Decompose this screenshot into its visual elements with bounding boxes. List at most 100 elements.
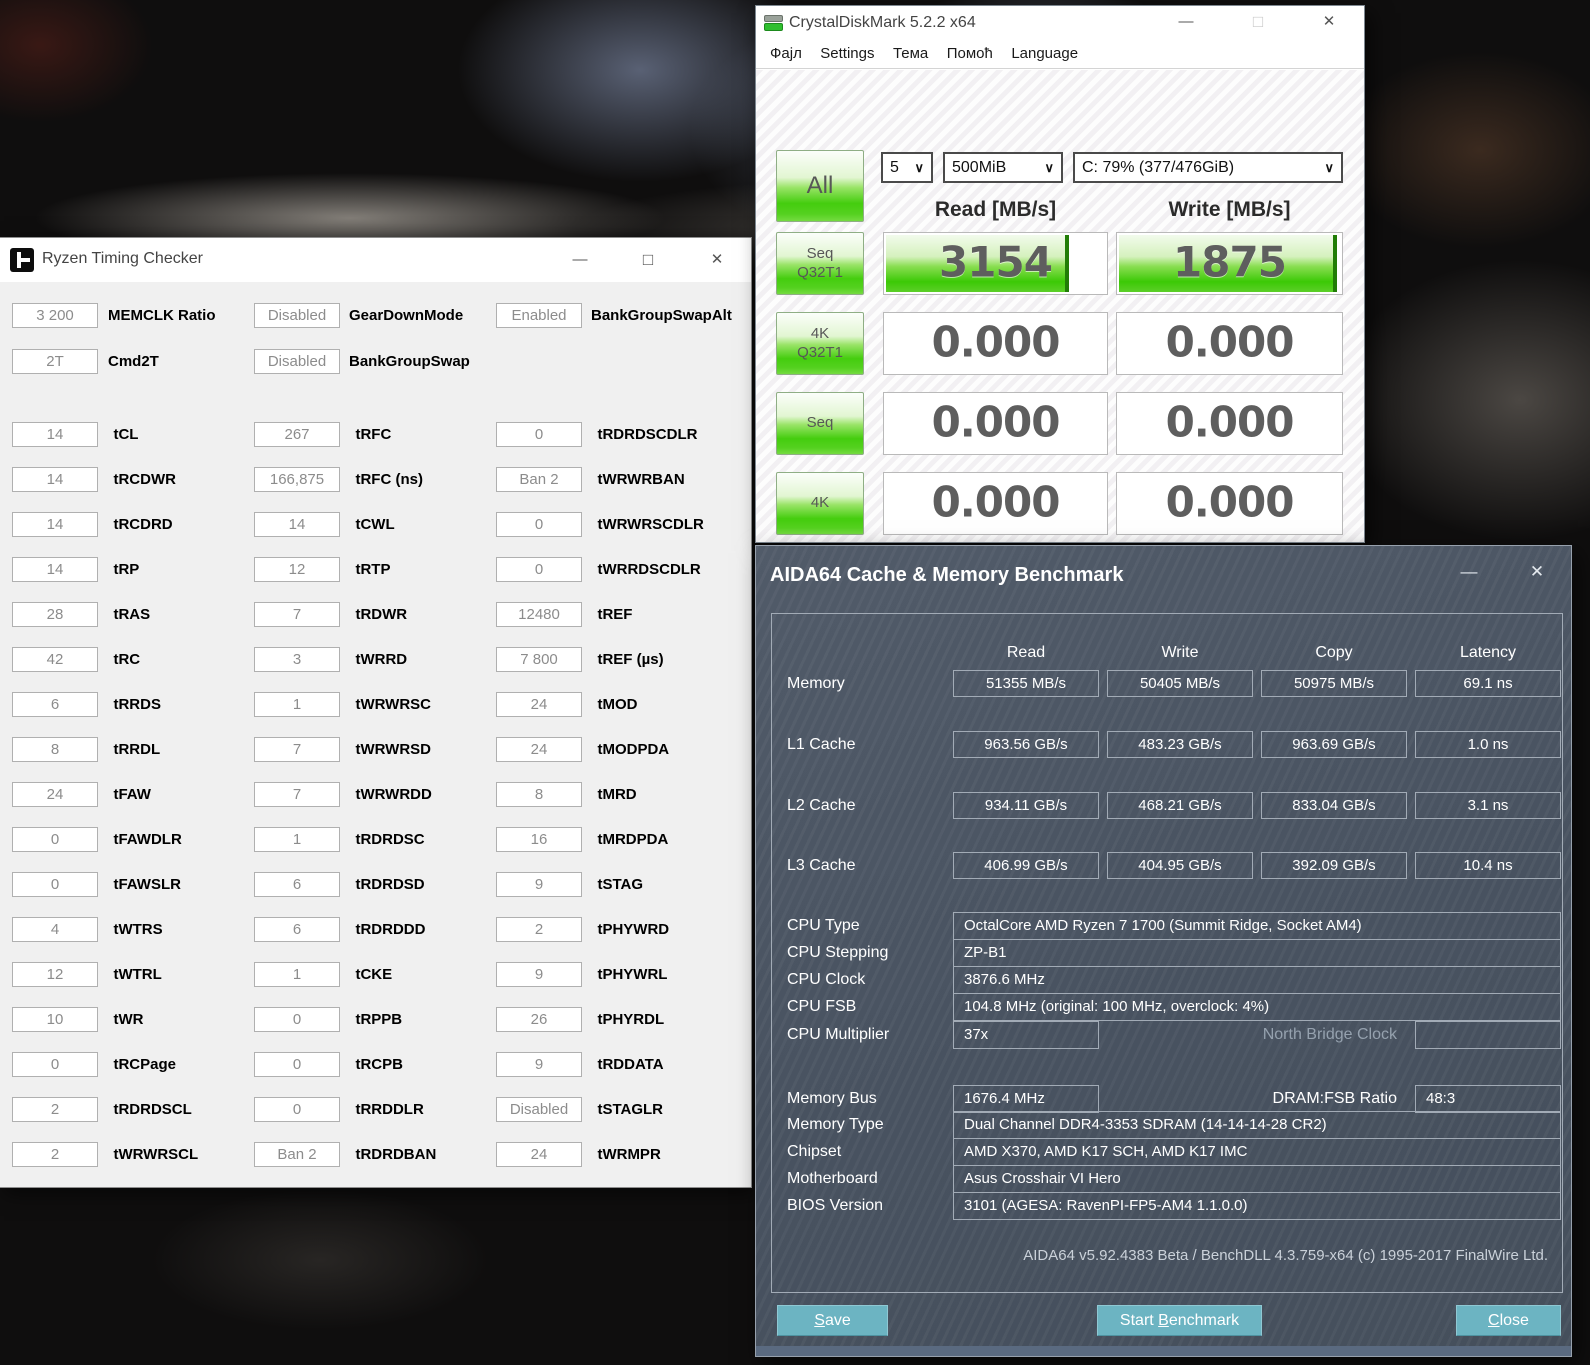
- timing-value-field[interactable]: 24: [496, 737, 582, 762]
- timing-value-field[interactable]: 0: [254, 1007, 340, 1032]
- timing-value-field[interactable]: 26: [496, 1007, 582, 1032]
- timing-row: 2 tPHYWRD: [496, 917, 704, 942]
- timing-value-field[interactable]: 9: [496, 962, 582, 987]
- rtc-window-title: Ryzen Timing Checker: [42, 250, 203, 267]
- timing-value-field[interactable]: 2: [496, 917, 582, 942]
- timing-value-field[interactable]: 24: [12, 782, 98, 807]
- timing-value-field[interactable]: 42: [12, 647, 98, 672]
- minimize-button[interactable]: —: [572, 251, 588, 268]
- bankgroupswap-label: BankGroupSwap: [349, 353, 470, 370]
- timing-row: 14 tCWL: [254, 512, 436, 537]
- close-button-bottom[interactable]: Close: [1456, 1305, 1561, 1336]
- timing-value-field[interactable]: Ban 2: [496, 467, 582, 492]
- timing-value-field[interactable]: 1: [254, 962, 340, 987]
- timing-value-field[interactable]: 166,875: [254, 467, 340, 492]
- menu-help[interactable]: Помоћ: [946, 45, 993, 62]
- timing-value-field[interactable]: 9: [496, 1052, 582, 1077]
- timing-value-field[interactable]: 7 800: [496, 647, 582, 672]
- timing-value-field[interactable]: 6: [254, 872, 340, 897]
- menu-settings[interactable]: Settings: [820, 45, 875, 62]
- timing-label: tREF: [597, 606, 633, 623]
- timing-value-field[interactable]: 7: [254, 602, 340, 627]
- timing-value-field[interactable]: Ban 2: [254, 1142, 340, 1167]
- memory-latency: 69.1 ns: [1415, 670, 1561, 697]
- geardownmode-value[interactable]: Disabled: [254, 303, 340, 328]
- timing-value-field[interactable]: 8: [496, 782, 582, 807]
- timing-value-field[interactable]: 1: [254, 692, 340, 717]
- save-button[interactable]: Save: [777, 1305, 888, 1336]
- timing-value-field[interactable]: 14: [12, 467, 98, 492]
- cdm-titlebar[interactable]: CrystalDiskMark 5.2.2 x64 — □ ✕: [756, 6, 1364, 41]
- 4k-q32t1-test-button[interactable]: 4K Q32T1: [776, 312, 864, 375]
- timing-value-field[interactable]: 0: [254, 1097, 340, 1122]
- timing-value-field[interactable]: 24: [496, 692, 582, 717]
- cmd2t-value[interactable]: 2T: [12, 349, 98, 374]
- timing-value-field[interactable]: Disabled: [496, 1097, 582, 1122]
- maximize-button[interactable]: □: [1252, 12, 1264, 31]
- rtc-titlebar[interactable]: Ryzen Timing Checker — □ ✕: [0, 238, 751, 282]
- menu-theme[interactable]: Тема: [892, 45, 929, 62]
- minimize-button[interactable]: —: [1460, 562, 1478, 581]
- memory-copy: 50975 MB/s: [1261, 670, 1407, 697]
- timing-value-field[interactable]: 0: [12, 827, 98, 852]
- timing-value-field[interactable]: 3: [254, 647, 340, 672]
- test-size-select[interactable]: 500MiB ∨: [943, 152, 1063, 183]
- timing-value-field[interactable]: 7: [254, 737, 340, 762]
- seq-test-button[interactable]: Seq: [776, 392, 864, 455]
- timing-value-field[interactable]: 24: [496, 1142, 582, 1167]
- seq-q32t1-test-button[interactable]: Seq Q32T1: [776, 232, 864, 295]
- timing-value-field[interactable]: 7: [254, 782, 340, 807]
- start-benchmark-button[interactable]: Start Benchmark: [1097, 1305, 1262, 1336]
- timing-value-field[interactable]: 2: [12, 1097, 98, 1122]
- bankgroupswap-value[interactable]: Disabled: [254, 349, 340, 374]
- timing-value-field[interactable]: 28: [12, 602, 98, 627]
- timing-value-field[interactable]: 16: [496, 827, 582, 852]
- drive-select[interactable]: C: 79% (377/476GiB) ∨: [1073, 152, 1343, 183]
- timing-value-field[interactable]: 0: [12, 872, 98, 897]
- timing-value-field[interactable]: 14: [12, 422, 98, 447]
- close-button[interactable]: ✕: [1322, 13, 1336, 30]
- timing-value-field[interactable]: 4: [12, 917, 98, 942]
- timing-value-field[interactable]: 12: [12, 962, 98, 987]
- menu-file[interactable]: Фајл: [770, 45, 802, 62]
- minimize-button[interactable]: —: [1178, 13, 1194, 30]
- timing-value-field[interactable]: 8: [12, 737, 98, 762]
- 4k-test-button[interactable]: 4K: [776, 472, 864, 535]
- timing-value-field[interactable]: 9: [496, 872, 582, 897]
- timing-value-field[interactable]: 10: [12, 1007, 98, 1032]
- timing-value-field[interactable]: 267: [254, 422, 340, 447]
- timing-value-field[interactable]: 0: [12, 1052, 98, 1077]
- close-button[interactable]: ✕: [710, 251, 724, 268]
- timing-value-field[interactable]: 0: [496, 422, 582, 447]
- timing-value-field[interactable]: 6: [12, 692, 98, 717]
- info-label: CPU FSB: [787, 998, 857, 1015]
- timing-value-field[interactable]: 14: [254, 512, 340, 537]
- seq-q32t1-read-cell: 3154: [883, 232, 1108, 295]
- timing-value-field[interactable]: 14: [12, 557, 98, 582]
- timing-value-field[interactable]: 6: [254, 917, 340, 942]
- north-bridge-clock-value: [1415, 1021, 1561, 1049]
- maximize-button[interactable]: □: [642, 250, 654, 269]
- dram-fsb-ratio-label: DRAM:FSB Ratio: [1272, 1090, 1397, 1107]
- timing-label: tRFC (ns): [355, 471, 423, 488]
- test-count-select[interactable]: 5 ∨: [881, 152, 933, 183]
- read-column-header: Read [MB/s]: [934, 198, 1057, 221]
- all-test-button[interactable]: All: [776, 150, 864, 222]
- timing-value-field[interactable]: 0: [496, 512, 582, 537]
- l2-write: 468.21 GB/s: [1107, 792, 1253, 819]
- menu-language[interactable]: Language: [1011, 45, 1079, 62]
- timing-value-field[interactable]: 1: [254, 827, 340, 852]
- timing-value-field[interactable]: 14: [12, 512, 98, 537]
- timing-value-field[interactable]: 12480: [496, 602, 582, 627]
- timing-value-field[interactable]: 0: [496, 557, 582, 582]
- ryzen-timing-checker-window: Ryzen Timing Checker — □ ✕ 3 200 MEMCLK …: [0, 237, 752, 1188]
- info-value: ZP-B1: [953, 939, 1561, 967]
- timing-value-field[interactable]: 12: [254, 557, 340, 582]
- bankgroupswapalt-value[interactable]: Enabled: [496, 303, 582, 328]
- memclk-ratio-value[interactable]: 3 200: [12, 303, 98, 328]
- timing-row: 14 tCL: [12, 422, 198, 447]
- timing-label: tWRWRSCL: [113, 1146, 199, 1163]
- close-button[interactable]: ✕: [1529, 562, 1545, 581]
- timing-value-field[interactable]: 2: [12, 1142, 98, 1167]
- timing-value-field[interactable]: 0: [254, 1052, 340, 1077]
